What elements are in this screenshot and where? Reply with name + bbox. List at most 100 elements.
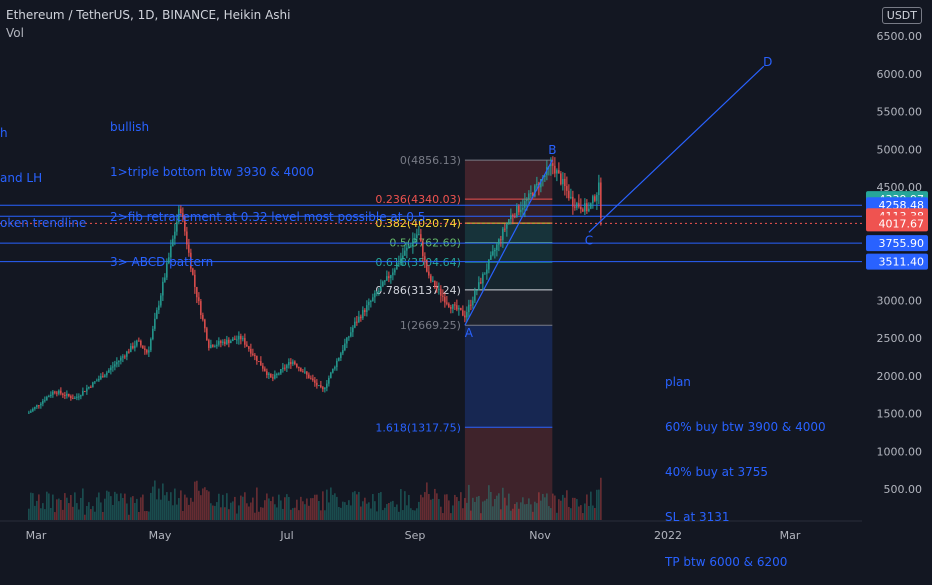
volume-bar — [420, 494, 422, 520]
time-axis-label: 2022 — [654, 529, 682, 542]
volume-bar — [60, 499, 62, 520]
volume-bar — [338, 507, 340, 520]
candle-body — [462, 310, 464, 316]
volume-bar — [184, 494, 186, 520]
volume-bar — [166, 492, 168, 520]
candle-body — [378, 290, 380, 293]
candle-body — [564, 178, 566, 187]
candle-body — [276, 374, 278, 376]
candle-body — [30, 411, 32, 413]
volume-bar — [258, 511, 260, 520]
volume-bar — [158, 488, 160, 520]
volume-bar — [542, 493, 544, 520]
price-axis-tick-label: 1500.00 — [877, 408, 923, 421]
candle-body — [504, 228, 506, 230]
volume-bar — [130, 497, 132, 520]
volume-bar — [230, 502, 232, 520]
volume-bar — [146, 511, 148, 520]
volume-bar — [198, 490, 200, 520]
volume-bar — [72, 506, 74, 520]
candle-body — [180, 208, 182, 214]
candle-body — [514, 216, 516, 218]
volume-bar — [390, 501, 392, 520]
volume-bar — [536, 503, 538, 520]
currency-badge[interactable]: USDT — [881, 7, 922, 24]
candle-body — [540, 179, 542, 188]
candle-body — [150, 339, 152, 351]
volume-bar — [68, 503, 70, 520]
price-chart[interactable]: 0(4856.13) 0.236(4340.03) 0.382(4020.74) 0.… — [0, 0, 932, 550]
volume-bar — [574, 497, 576, 520]
candle-body — [188, 244, 190, 253]
candle-body — [292, 361, 294, 365]
plan-note-line: TP btw 6000 & 6200 — [665, 555, 788, 569]
candle-body — [236, 339, 238, 341]
volume-bar — [86, 505, 88, 520]
volume-bar — [590, 491, 592, 520]
bullish-note-line: 2>fib retracement at 0.32 level most pos… — [110, 210, 426, 224]
candle-body — [116, 362, 118, 365]
candle-body — [78, 396, 80, 398]
volume-bar — [376, 511, 378, 520]
volume-bar — [54, 512, 56, 520]
volume-bar — [288, 497, 290, 520]
volume-indicator-label[interactable]: Vol — [6, 26, 24, 40]
candle-body — [520, 209, 522, 213]
volume-bar — [526, 504, 528, 520]
candle-body — [48, 396, 50, 398]
volume-bar — [476, 496, 478, 520]
candle-body — [376, 292, 378, 294]
volume-bar — [78, 509, 80, 520]
candle-body — [414, 237, 416, 241]
volume-bar — [98, 492, 100, 520]
candle-body — [296, 364, 298, 368]
candle-body — [280, 369, 282, 374]
volume-bar — [132, 496, 134, 520]
volume-bar — [422, 497, 424, 520]
candle-body — [340, 353, 342, 358]
candle-body — [54, 391, 56, 393]
volume-bar — [142, 494, 144, 520]
volume-bar — [140, 497, 142, 520]
volume-bar — [266, 493, 268, 520]
volume-bars — [28, 477, 602, 520]
candle-body — [402, 255, 404, 259]
volume-bar — [384, 507, 386, 520]
candle-body — [444, 296, 446, 303]
candle-body — [250, 348, 252, 354]
fib-zone — [464, 223, 553, 243]
volume-bar — [364, 497, 366, 520]
volume-bar — [108, 491, 110, 520]
volume-bar — [272, 496, 274, 520]
candle-body — [176, 221, 178, 232]
candle-body — [346, 337, 348, 344]
volume-bar — [114, 491, 116, 520]
candle-body — [246, 344, 248, 347]
candle-body — [106, 372, 108, 376]
candle-body — [506, 223, 508, 229]
candle-body — [328, 377, 330, 384]
candle-body — [178, 208, 180, 222]
candle-body — [148, 350, 150, 353]
candle-body — [600, 182, 602, 218]
candle-body — [332, 368, 334, 373]
volume-bar — [444, 494, 446, 520]
candle-body — [366, 305, 368, 313]
volume-bar — [480, 513, 482, 520]
volume-bar — [460, 492, 462, 520]
volume-bar — [190, 497, 192, 520]
candle-body — [152, 328, 154, 340]
volume-bar — [304, 504, 306, 520]
candle-body — [460, 307, 462, 311]
volume-bar — [224, 507, 226, 520]
volume-bar — [232, 501, 234, 520]
candle-body — [260, 361, 262, 366]
volume-bar — [432, 498, 434, 520]
price-label-text: 4017.67 — [879, 217, 925, 230]
candle-body — [218, 341, 220, 345]
abcd-point-label: D — [763, 55, 772, 69]
candle-body — [550, 163, 552, 167]
candle-body — [556, 170, 558, 174]
volume-bar — [30, 492, 32, 520]
volume-bar — [70, 495, 72, 520]
